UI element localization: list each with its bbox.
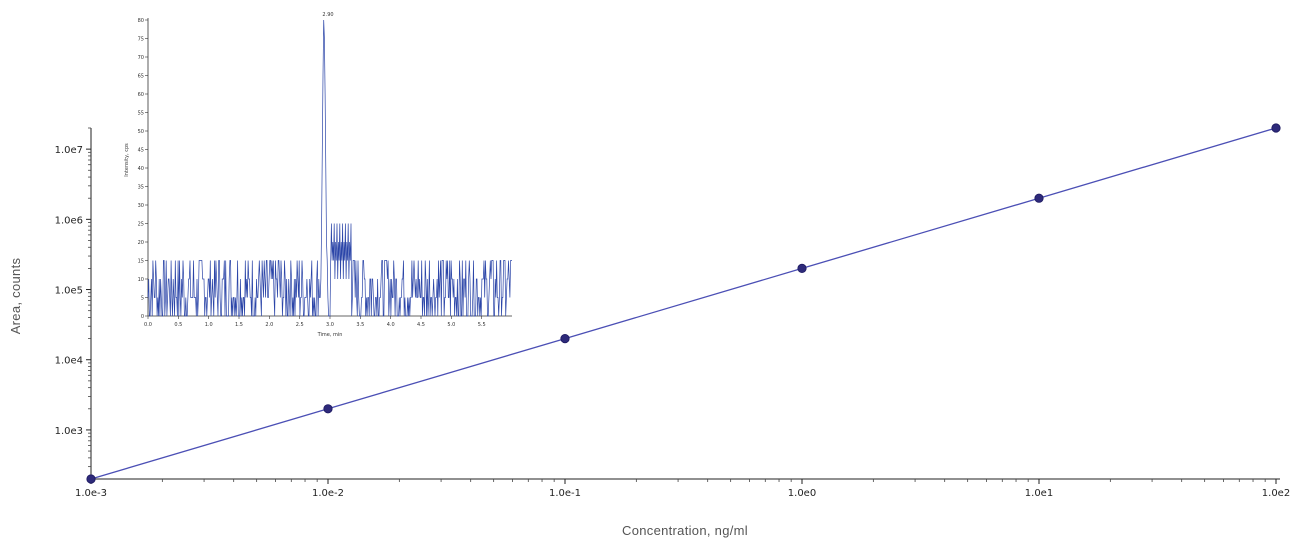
inset-y-tick-label: 60 [138,92,144,98]
inset-x-tick-label: 4.5 [417,322,425,328]
inset-y-tick-label: 65 [138,74,144,80]
inset-x-tick-label: 3.0 [326,322,334,328]
calibration-point [86,474,96,484]
inset-y-tick-label: 70 [138,55,144,61]
main-ticks: 1.0e-3 1.0e-2 1.0e-1 1.0e0 1.0e1 1.0e2 1.0e3 1.… [55,127,1290,499]
inset-y-tick-label: 35 [138,185,144,191]
inset-background [146,16,512,318]
inset-chromatogram-trace [147,19,512,317]
inset-y-tick-label: 15 [138,259,144,265]
calibration-series [86,123,1281,484]
inset-x-tick-label: 1.0 [205,322,213,328]
inset-y-tick-label: 10 [138,277,144,283]
calibration-point [560,333,570,344]
inset-peak-label: 2.90 [322,12,333,18]
inset-ticks: 0.0 0.5 1.0 1.5 2.0 2.5 3.0 3.5 4.0 4.5 5.0 5.5 0 5 10… [138,18,486,328]
inset-y-tick-label: 40 [138,166,144,172]
inset-y-tick-label: 0 [141,314,144,320]
inset-x-tick-label: 0.5 [174,322,182,328]
x-tick-label: 1.0e1 [1025,488,1053,499]
inset-x-tick-label: 3.5 [356,322,364,328]
y-tick-label: 1.0e7 [55,145,83,156]
y-tick-label: 1.0e6 [55,215,83,226]
inset-x-tick-label: 2.0 [265,322,273,328]
inset-y-tick-label: 75 [138,37,144,43]
inset-x-tick-label: 0.0 [144,322,152,328]
x-tick-label: 1.0e0 [788,488,816,499]
inset-y-tick-label: 30 [138,203,144,209]
x-tick-label: 1.0e-3 [75,488,107,499]
y-tick-label: 1.0e3 [55,426,83,437]
inset-y-tick-label: 80 [138,18,144,24]
inset-y-tick-label: 50 [138,129,144,135]
inset-trace [147,19,512,317]
inset-x-tick-label: 5.5 [478,322,486,328]
inset-chromatogram: 0.0 0.5 1.0 1.5 2.0 2.5 3.0 3.5 4.0 4.5 5.0 5.5 0 5 10… [124,12,512,338]
x-tick-label: 1.0e-2 [312,488,344,499]
inset-y-tick-label: 45 [138,148,144,154]
inset-y-tick-label: 20 [138,240,144,246]
y-axis-title: Area, counts [8,258,23,335]
inset-y-tick-label: 55 [138,111,144,117]
inset-x-tick-label: 4.0 [387,322,395,328]
x-tick-label: 1.0e2 [1262,488,1290,499]
y-tick-label: 1.0e4 [55,356,83,367]
calibration-point [323,404,333,414]
inset-x-axis-title: Time, min [317,332,343,338]
inset-y-tick-label: 25 [138,222,144,228]
calibration-line [90,127,1277,480]
inset-y-tick-label: 5 [141,296,144,302]
inset-x-tick-label: 5.0 [447,322,455,328]
y-tick-label: 1.0e5 [55,286,83,297]
inset-x-tick-label: 1.5 [235,322,243,328]
inset-x-tick-label: 2.5 [296,322,304,328]
calibration-point [1034,193,1044,203]
calibration-point [1271,123,1281,133]
inset-y-axis-title: Intensity, cps [124,143,130,177]
x-tick-label: 1.0e-1 [549,488,581,499]
calibration-point [797,263,807,273]
x-axis-title: Concentration, ng/ml [622,523,748,538]
